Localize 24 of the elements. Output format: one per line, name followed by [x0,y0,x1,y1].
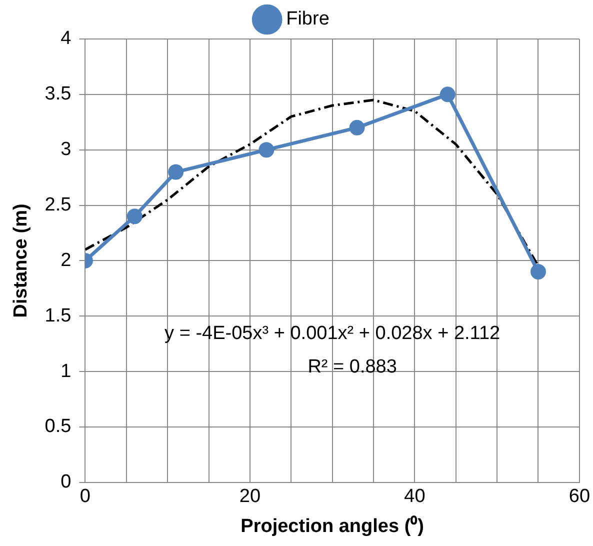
y-tick-label: 1 [60,360,72,382]
point [258,142,274,158]
point [126,208,142,224]
x-tick-label: 40 [404,486,426,508]
y-axis-title: Distance (m) [10,204,32,318]
y-tick-label: 1.5 [44,305,72,326]
y-tick-label: 3 [60,139,72,160]
point [440,86,456,102]
legend-label: Fibre [286,8,330,30]
x-axis-title: Projection angles (⁰) [240,514,424,537]
x-tick-label: 20 [239,486,261,508]
y-tick-label: 0 [60,472,72,493]
point [168,164,184,180]
y-tick-label: 3.5 [44,84,72,105]
point [530,264,546,280]
point [349,120,365,136]
annotation: R² = 0.883 [308,356,397,378]
x-tick-label: 60 [568,486,590,508]
y-tick-label: 2.5 [44,194,72,216]
annotation: y = -4E-05x³ + 0.001x² + 0.028x + 2.112 [164,323,500,344]
y-tick-label: 4 [60,28,72,50]
y-tick-label: 2 [60,250,72,271]
x-tick-label: 0 [80,486,90,508]
y-tick-label: 0.5 [44,416,72,438]
